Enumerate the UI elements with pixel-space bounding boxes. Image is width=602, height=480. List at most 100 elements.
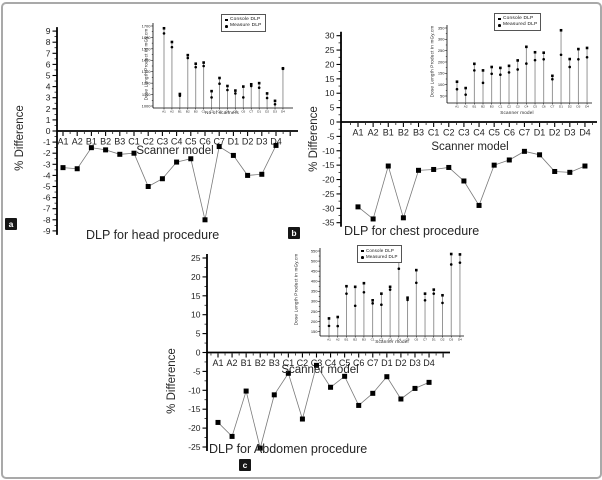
inset-y-tick-label: 1500 [142, 46, 152, 51]
measured-dlp-marker [210, 96, 213, 99]
console-dlp-marker [194, 62, 198, 66]
console-dlp-marker [559, 28, 563, 32]
category-label: B1 [383, 128, 394, 138]
series-line [357, 150, 586, 220]
category-label: C5 [339, 358, 351, 368]
inset-category-label: D3 [449, 338, 453, 342]
measured-dlp-marker [273, 102, 277, 106]
data-point-marker [521, 148, 527, 154]
category-label: D2 [242, 137, 254, 147]
inset-y-axis-title-c: Dose Length Product in mGy.cm [293, 253, 299, 326]
caption-a: DLP for head procedure [86, 228, 220, 242]
inset-category-label: B3 [362, 338, 366, 342]
measured-dlp-marker [265, 96, 269, 100]
measured-dlp-marker [380, 303, 383, 307]
measured-dlp-marker [533, 58, 537, 62]
inset-y-tick-label: 200 [311, 319, 318, 324]
inset-y-tick-label: 550 [311, 248, 318, 253]
y-tick-label: 0 [330, 117, 335, 127]
circle-marker-icon [498, 24, 501, 27]
inset-category-label: C4 [524, 105, 528, 109]
data-point-marker [416, 167, 422, 173]
measured-dlp-marker [353, 304, 357, 308]
y-tick-label: 10 [191, 310, 201, 320]
console-dlp-marker [362, 281, 366, 285]
inset-category-label: C3 [218, 110, 222, 114]
console-dlp-marker [265, 92, 269, 95]
inset-y-tick-label: 450 [311, 269, 318, 274]
inset-category-label: A2 [170, 110, 174, 114]
console-dlp-marker [218, 76, 221, 80]
measured-dlp-marker [499, 73, 502, 76]
console-dlp-marker [234, 89, 237, 92]
inset-y-tick-label: 300 [311, 299, 318, 304]
x-axis-title-c: Scanner model [281, 364, 359, 376]
data-point-marker [159, 176, 165, 182]
data-point-marker [285, 370, 291, 376]
console-dlp-marker [353, 285, 357, 289]
data-point-marker [202, 217, 208, 223]
console-dlp-marker [371, 299, 374, 302]
inset-category-label: B2 [186, 110, 190, 114]
data-point-marker [188, 156, 194, 162]
console-dlp-marker [458, 253, 462, 256]
console-dlp-marker [380, 292, 383, 295]
category-label: D3 [256, 137, 268, 147]
y-tick-label: 3 [46, 93, 51, 103]
y-tick-label: -20 [188, 423, 201, 433]
measured-dlp-marker [473, 69, 476, 72]
measured-dlp-marker [202, 64, 205, 68]
inset-category-label: D3 [273, 110, 277, 114]
y-tick-label: -5 [43, 182, 51, 192]
console-dlp-marker [388, 285, 392, 289]
series-line [217, 364, 430, 449]
inset-y-tick-label: 250 [311, 309, 318, 314]
category-label: D2 [549, 128, 561, 138]
category-label: D4 [423, 358, 435, 368]
y-tick-label: 8 [46, 37, 51, 47]
console-dlp-marker [507, 64, 511, 68]
y-tick-label: 5 [330, 103, 335, 113]
measured-dlp-marker [415, 281, 418, 285]
measured-dlp-marker [585, 55, 589, 59]
inset-y-tick-label: 1600 [142, 35, 152, 40]
panel-letter-a: a [5, 218, 17, 230]
data-point-marker [398, 396, 404, 402]
measured-dlp-marker [507, 71, 511, 74]
console-dlp-marker [249, 82, 253, 86]
inset-y-tick-label: 200 [438, 59, 445, 64]
category-label: C6 [353, 358, 365, 368]
inset-category-label: B2 [353, 338, 357, 342]
inset-category-label: C1 [371, 338, 375, 342]
y-tick-label: -10 [322, 146, 335, 156]
measured-dlp-marker [458, 261, 462, 264]
inset-y-tick-label: 250 [438, 48, 445, 53]
inset-y-tick-label: 100 [438, 82, 445, 87]
inset-category-label: C5 [406, 338, 410, 342]
measured-dlp-marker [218, 82, 221, 86]
inset-category-label: A2 [464, 105, 468, 109]
measured-dlp-marker [481, 81, 485, 85]
legend-label-console: Console DLP [365, 247, 395, 253]
category-label: D2 [395, 358, 407, 368]
measured-dlp-marker [249, 84, 253, 88]
measured-dlp-marker [194, 65, 198, 69]
console-dlp-marker [499, 66, 502, 70]
data-point-marker [491, 162, 497, 168]
inset-y-tick-label: 1300 [142, 69, 152, 74]
category-label: B3 [114, 137, 125, 147]
console-dlp-marker [551, 74, 554, 78]
inset-category-label: B3 [490, 105, 494, 109]
inset-category-label: C3 [516, 105, 520, 109]
inset-category-label: C2 [379, 338, 383, 342]
inset-x-axis-title-b: Scanner model [500, 110, 534, 115]
y-tick-label: 4 [46, 82, 51, 92]
measured-dlp-marker [170, 45, 174, 49]
y-tick-label: -15 [322, 160, 335, 170]
y-tick-label: 20 [325, 59, 335, 69]
x-axis-title-b: Scanner model [431, 141, 509, 153]
measured-dlp-marker [336, 324, 340, 328]
data-point-marker [385, 163, 391, 169]
y-tick-label: -8 [43, 215, 51, 225]
